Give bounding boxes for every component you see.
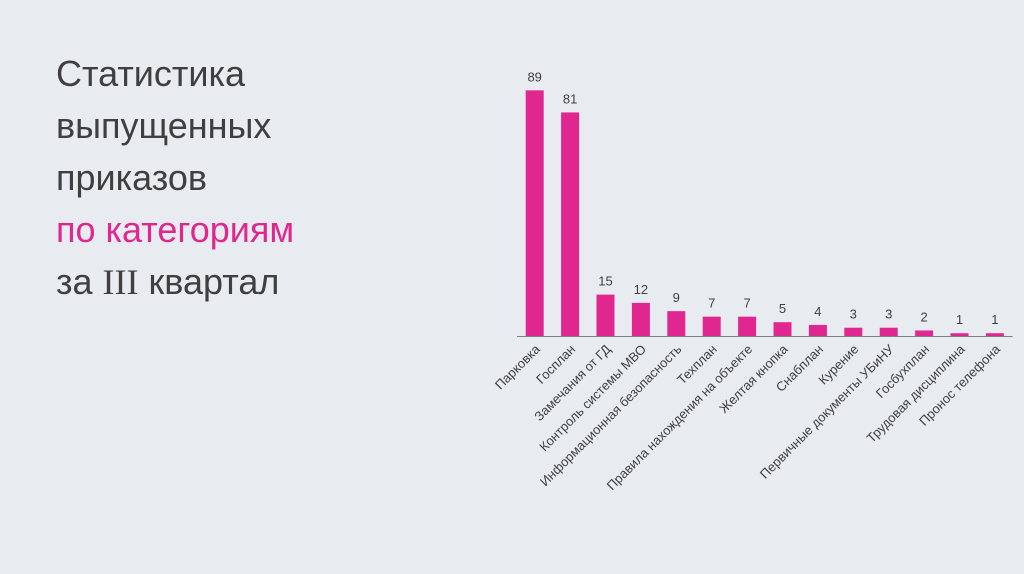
title-line-3: приказов — [56, 157, 208, 198]
bar — [773, 322, 792, 336]
bar — [738, 316, 757, 336]
data-label: 1 — [991, 312, 998, 327]
bar — [631, 302, 650, 336]
data-label: 3 — [885, 307, 892, 322]
data-label: 5 — [779, 301, 786, 316]
data-label: 12 — [634, 282, 648, 297]
page-title: Статистика выпущенных приказов по катего… — [56, 48, 294, 308]
bar — [985, 333, 1004, 336]
bar — [879, 327, 898, 336]
bar — [667, 311, 686, 336]
bar — [596, 294, 615, 336]
bar — [808, 324, 827, 336]
bar — [915, 330, 934, 336]
data-label: 89 — [527, 69, 541, 84]
bar — [561, 112, 580, 336]
title-line-5-prefix: за — [56, 261, 93, 302]
bar — [950, 333, 969, 336]
data-label: 7 — [743, 296, 750, 311]
data-label: 15 — [598, 274, 612, 289]
data-label: 3 — [850, 307, 857, 322]
title-line-2: выпущенных — [56, 105, 272, 146]
data-label: 2 — [920, 309, 927, 324]
bar — [844, 327, 863, 336]
category-tick-label: Парковка — [492, 341, 543, 392]
data-label: 9 — [673, 290, 680, 305]
bar — [525, 90, 544, 336]
title-line-5-suffix: квартал — [148, 261, 280, 302]
bar — [702, 316, 721, 336]
data-label: 1 — [956, 312, 963, 327]
data-label: 7 — [708, 296, 715, 311]
title-line-4-accent: по категориям — [56, 209, 295, 250]
title-line-1: Статистика — [56, 53, 246, 94]
data-label: 4 — [814, 304, 821, 319]
data-label: 81 — [563, 91, 577, 106]
title-line-5-roman: III — [102, 262, 139, 302]
